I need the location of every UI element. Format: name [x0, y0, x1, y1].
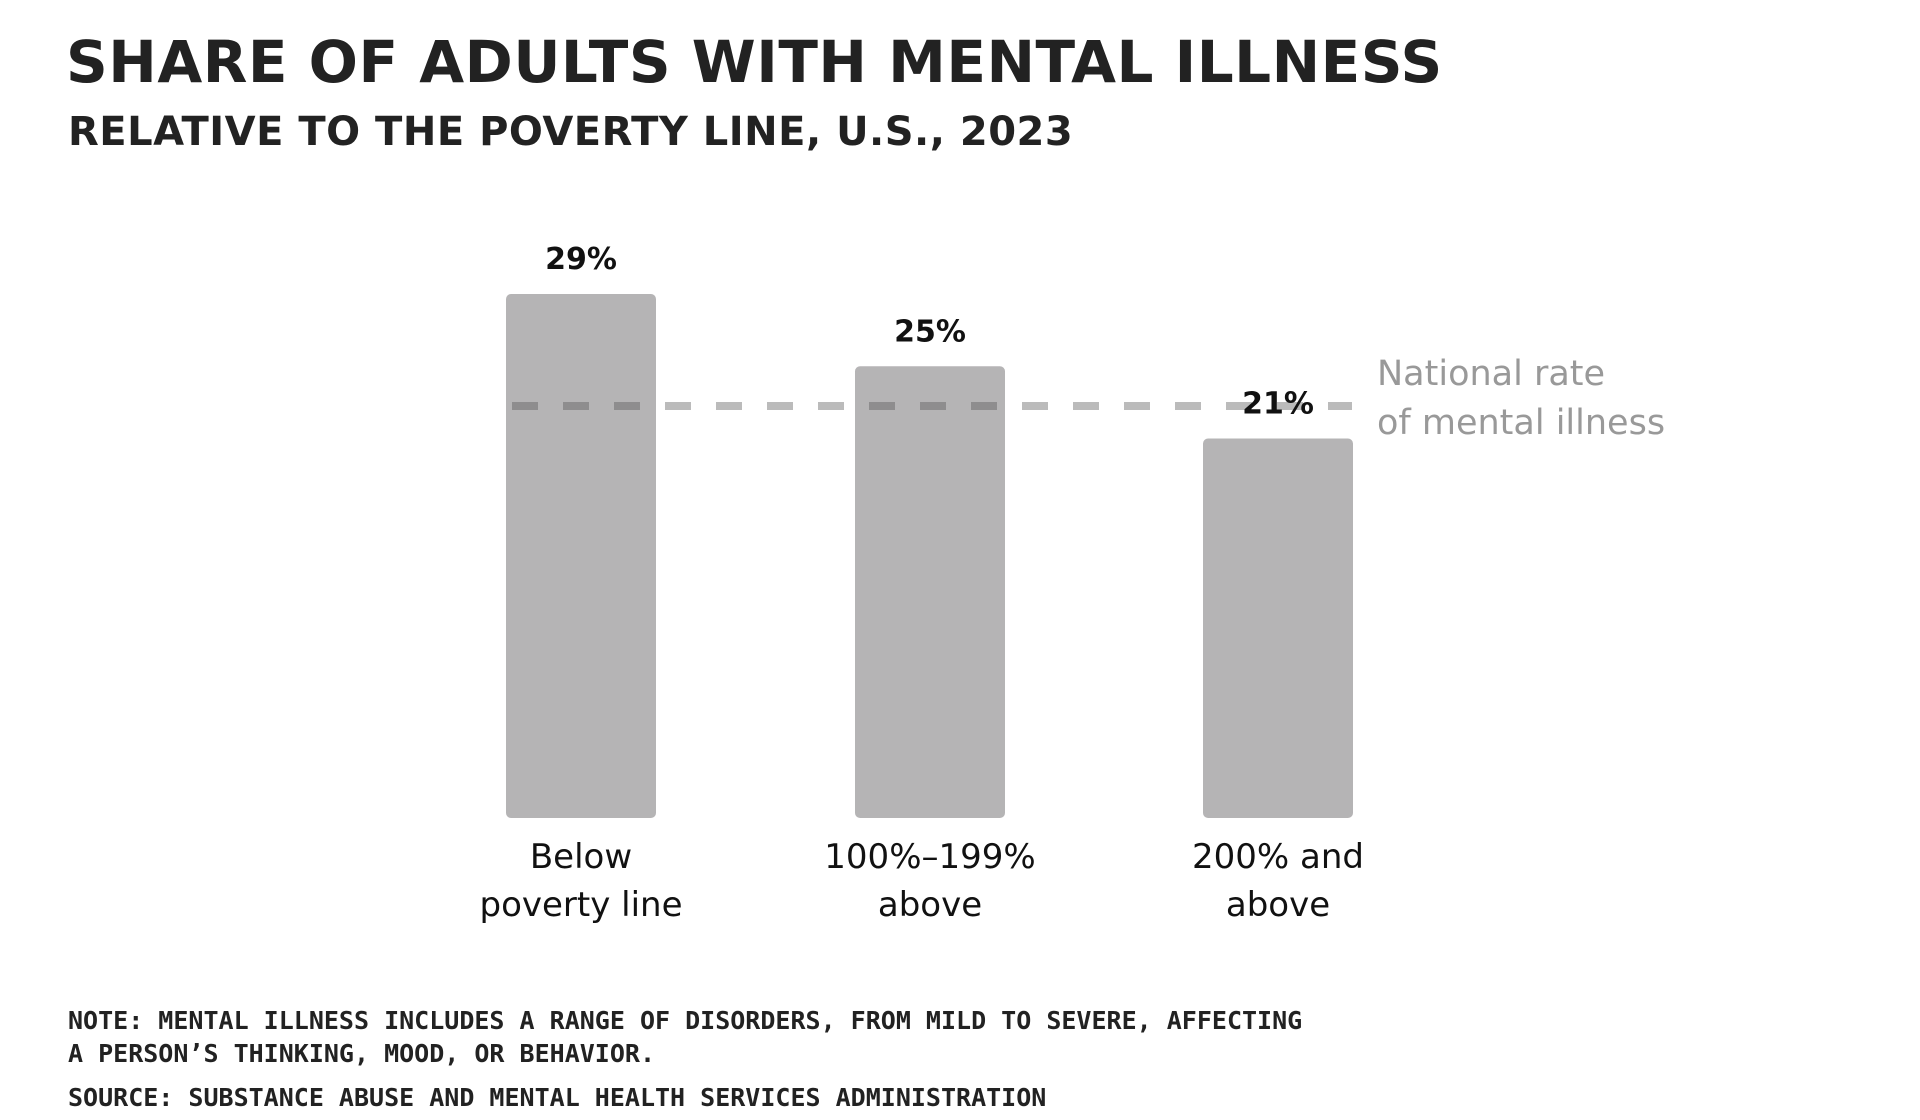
- bar-3: [1203, 438, 1353, 818]
- value-label-3: 21%: [1242, 387, 1314, 422]
- note-line-2: A PERSON’S THINKING, MOOD, OR BEHAVIOR.: [68, 1039, 655, 1068]
- chart-subtitle: RELATIVE TO THE POVERTY LINE, U.S., 2023: [68, 109, 1074, 155]
- national-rate-label-line-2: of mental illness: [1377, 403, 1665, 443]
- bar-1: [506, 294, 656, 818]
- category-label-1-line-1: Below: [530, 837, 632, 877]
- value-label-2: 25%: [894, 314, 966, 349]
- source-text: SOURCE: SUBSTANCE ABUSE AND MENTAL HEALT…: [68, 1083, 1047, 1112]
- footnotes: NOTE: MENTAL ILLNESS INCLUDES A RANGE OF…: [68, 1004, 1568, 1114]
- category-label-1-line-2: poverty line: [479, 885, 682, 925]
- category-label-3-line-1: 200% and: [1192, 837, 1364, 877]
- category-label-2-line-1: 100%–199%: [824, 837, 1035, 877]
- category-label-3-line-2: above: [1226, 885, 1330, 925]
- chart-title: SHARE OF ADULTS WITH MENTAL ILLNESS: [66, 28, 1443, 96]
- value-label-1: 29%: [545, 242, 617, 277]
- national-rate-label-line-1: National rate: [1377, 354, 1605, 394]
- bar-2: [855, 366, 1005, 818]
- category-label-2-line-2: above: [878, 885, 982, 925]
- note-line-1: NOTE: MENTAL ILLNESS INCLUDES A RANGE OF…: [68, 1006, 1303, 1035]
